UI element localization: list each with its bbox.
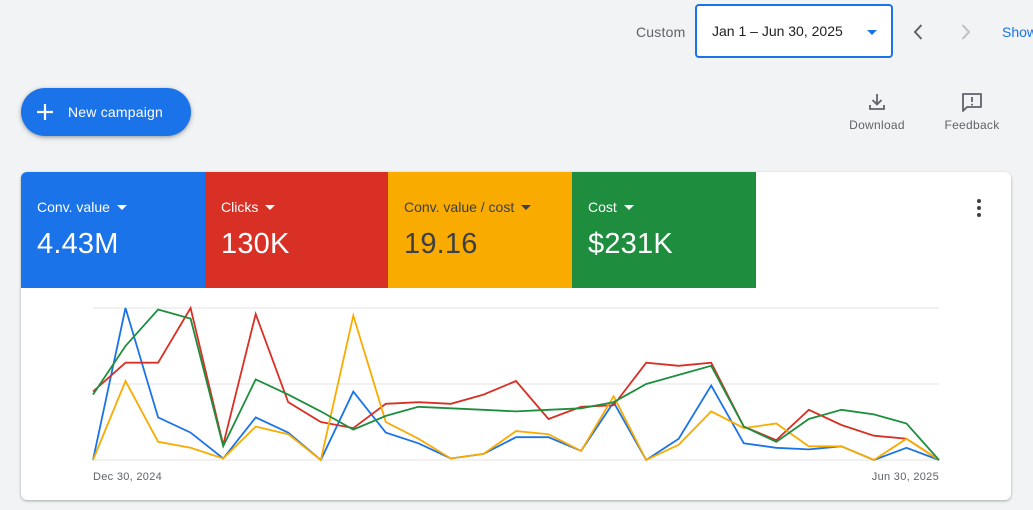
download-label: Download — [849, 118, 905, 132]
previous-period-button[interactable] — [906, 18, 930, 46]
line-chart: Dec 30, 2024 Jun 30, 2025 — [92, 305, 940, 483]
series-line-2 — [92, 312, 940, 462]
dropdown-caret-icon — [623, 204, 634, 210]
metric-name: Conv. value / cost — [404, 199, 532, 215]
metric-name: Conv. value — [37, 199, 127, 215]
new-campaign-button[interactable]: New campaign — [21, 88, 191, 136]
show-link[interactable]: Show — [1002, 24, 1033, 40]
feedback-button[interactable]: Feedback — [938, 92, 1006, 132]
metric-value: 19.16 — [404, 228, 478, 260]
x-axis-tick-label: Jun 30, 2025 — [872, 471, 939, 483]
metric-tile-conv-value-per-cost[interactable]: Conv. value / cost 19.16 — [388, 172, 572, 288]
custom-label: Custom — [636, 24, 686, 40]
plus-icon — [34, 101, 56, 123]
metric-tile-conv-value[interactable]: Conv. value 4.43M — [21, 172, 205, 288]
series-line-1 — [92, 305, 940, 461]
series-line-0 — [92, 307, 940, 462]
performance-card: Conv. value 4.43M Clicks 130K Conv. valu… — [21, 172, 1011, 500]
metric-name: Cost — [588, 199, 634, 215]
more-options-button[interactable] — [969, 196, 989, 220]
chevron-right-icon — [961, 24, 971, 40]
metric-name: Clicks — [221, 199, 276, 215]
metric-tile-clicks[interactable]: Clicks 130K — [205, 172, 389, 288]
more-vert-icon — [977, 199, 981, 204]
download-button[interactable]: Download — [842, 92, 912, 132]
metric-value: $231K — [588, 228, 673, 260]
x-axis-tick-label: Dec 30, 2024 — [93, 471, 162, 483]
new-campaign-label: New campaign — [68, 104, 163, 120]
metric-value: 130K — [221, 228, 290, 260]
metric-value: 4.43M — [37, 228, 119, 260]
series-line-3 — [92, 308, 940, 461]
dropdown-caret-icon — [265, 204, 276, 210]
date-range-text: Jan 1 – Jun 30, 2025 — [712, 23, 843, 39]
feedback-label: Feedback — [944, 118, 1000, 132]
date-range-picker[interactable]: Jan 1 – Jun 30, 2025 — [695, 4, 893, 58]
download-icon — [869, 94, 885, 110]
dropdown-caret-icon — [116, 204, 127, 210]
metric-tile-cost[interactable]: Cost $231K — [572, 172, 756, 288]
chevron-left-icon — [913, 24, 923, 40]
dropdown-caret-icon — [867, 30, 877, 35]
dropdown-caret-icon — [521, 204, 532, 210]
next-period-button[interactable] — [954, 18, 978, 46]
feedback-icon — [962, 93, 982, 112]
